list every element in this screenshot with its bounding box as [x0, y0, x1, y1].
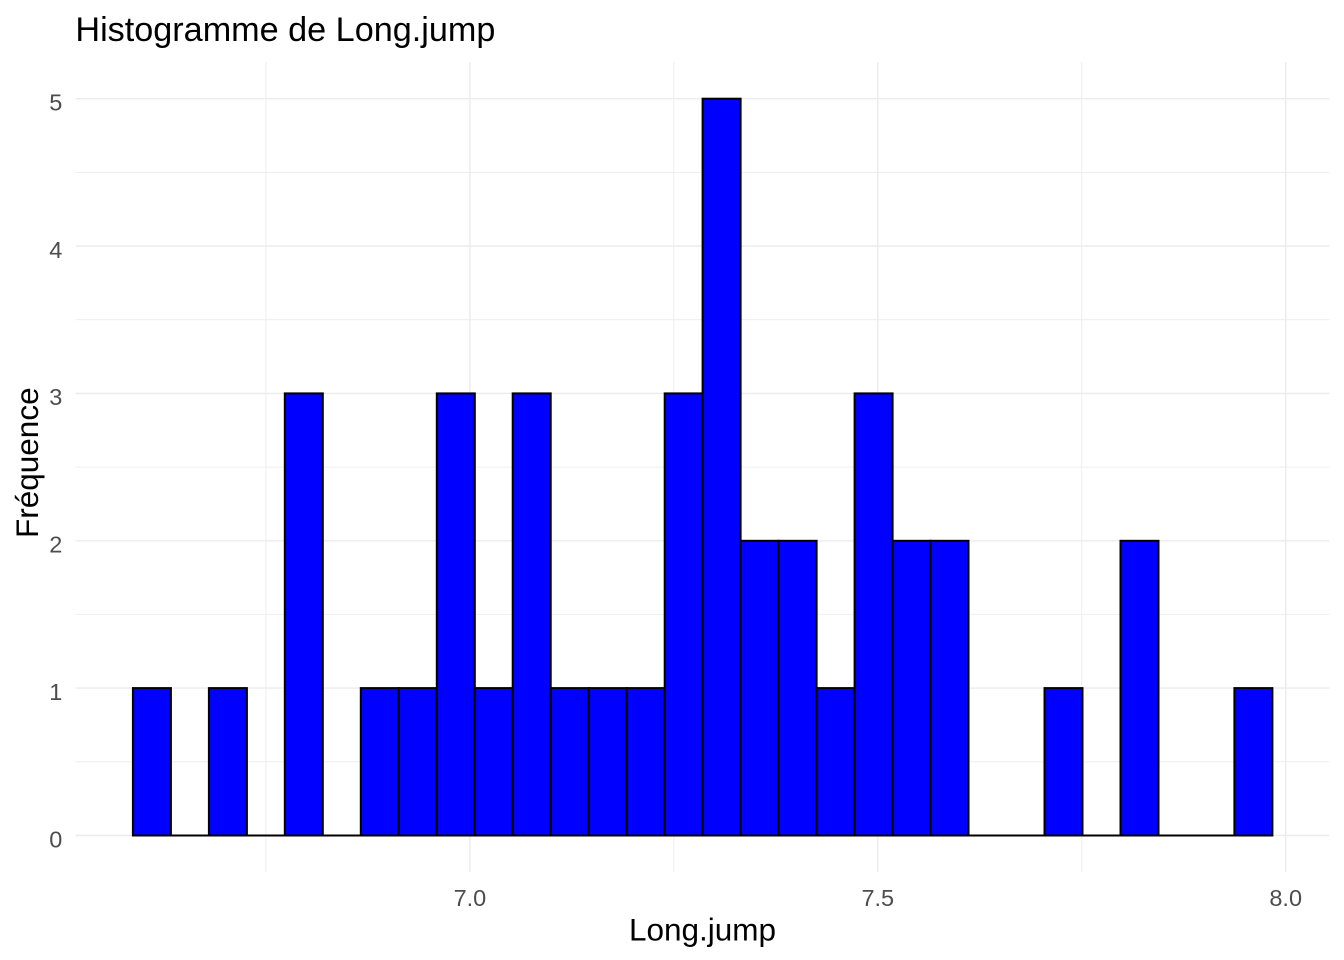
svg-text:7.5: 7.5 — [861, 885, 894, 911]
svg-text:8.0: 8.0 — [1269, 885, 1302, 911]
svg-text:3: 3 — [49, 384, 62, 410]
svg-text:0: 0 — [49, 826, 62, 852]
svg-text:Fréquence: Fréquence — [9, 387, 45, 538]
svg-text:4: 4 — [49, 237, 62, 263]
svg-text:Long.jump: Long.jump — [629, 912, 776, 948]
svg-text:7.0: 7.0 — [454, 885, 487, 911]
svg-text:1: 1 — [49, 679, 62, 705]
svg-text:2: 2 — [49, 532, 62, 558]
svg-text:Histogramme de Long.jump: Histogramme de Long.jump — [75, 11, 495, 49]
svg-text:5: 5 — [49, 90, 62, 116]
